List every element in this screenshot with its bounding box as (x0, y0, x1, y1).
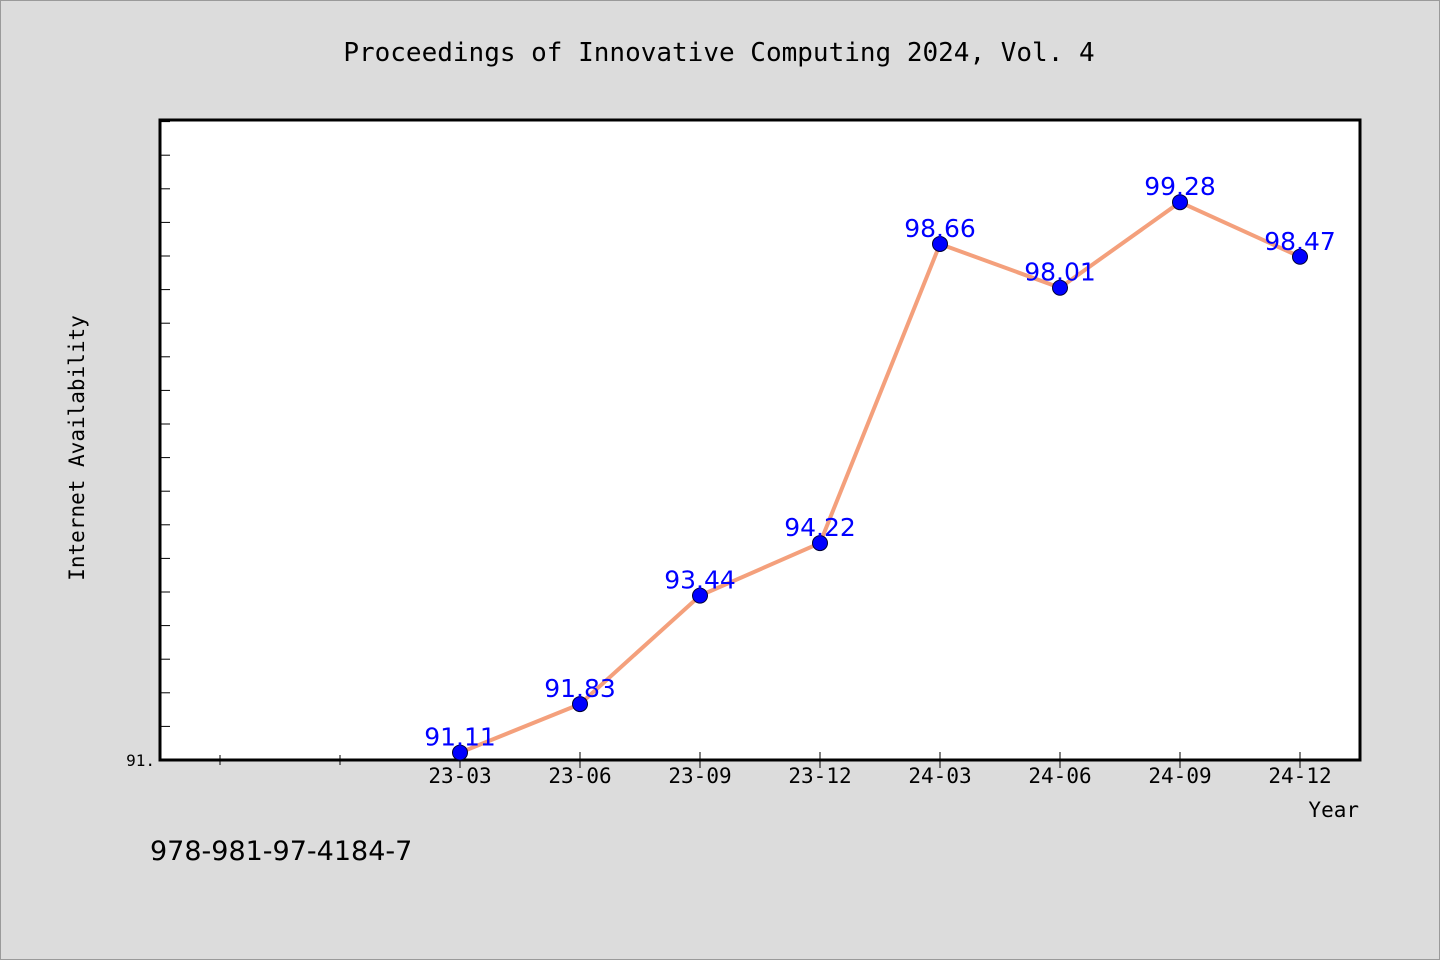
marker-layer (452, 194, 1308, 761)
data-point (692, 587, 708, 604)
axis-ticks (160, 121, 1301, 768)
data-label: 98.01 (1024, 258, 1096, 287)
data-point (452, 744, 468, 761)
data-label: 91.83 (544, 674, 616, 703)
data-label: 99.28 (1144, 172, 1216, 201)
data-label-layer: 91.11 91.83 93.44 94.22 98.66 98.01 99.28 98.47 (424, 172, 1336, 751)
x-tick-label: 24-09 (1148, 764, 1211, 788)
data-label: 91.11 (424, 723, 496, 752)
x-tick-label: 24-12 (1268, 764, 1331, 788)
data-label: 98.66 (904, 214, 976, 243)
data-label: 94.22 (784, 513, 856, 542)
x-tick-label: 23-06 (548, 764, 611, 788)
data-point (812, 535, 828, 552)
x-tick-label: 23-03 (428, 764, 491, 788)
y-tick-label: 91. (126, 751, 155, 770)
x-tick-label: 24-06 (1028, 764, 1091, 788)
data-point (572, 696, 588, 713)
data-label: 98.47 (1264, 227, 1336, 256)
series-line (459, 200, 1301, 755)
x-tick-label: 24-03 (908, 764, 971, 788)
isbn-text: 978-981-97-4184-7 (150, 836, 413, 867)
x-tick-label: 23-09 (668, 764, 731, 788)
x-tick-labels: 23-03 23-06 23-09 23-12 24-03 24-06 24-09 24-12 (428, 764, 1331, 788)
series-line-layer (459, 200, 1301, 755)
x-axis-label: Year (1308, 798, 1359, 822)
x-tick-label: 23-12 (788, 764, 851, 788)
data-point (1172, 194, 1188, 211)
y-axis-label: Internet Availability (65, 315, 89, 581)
chart-title: Proceedings of Innovative Computing 2024… (343, 38, 1094, 68)
data-point (1292, 248, 1308, 265)
data-point (1052, 279, 1068, 296)
data-point (932, 235, 948, 252)
plot-area (158, 118, 1362, 762)
data-label: 93.44 (664, 566, 736, 595)
